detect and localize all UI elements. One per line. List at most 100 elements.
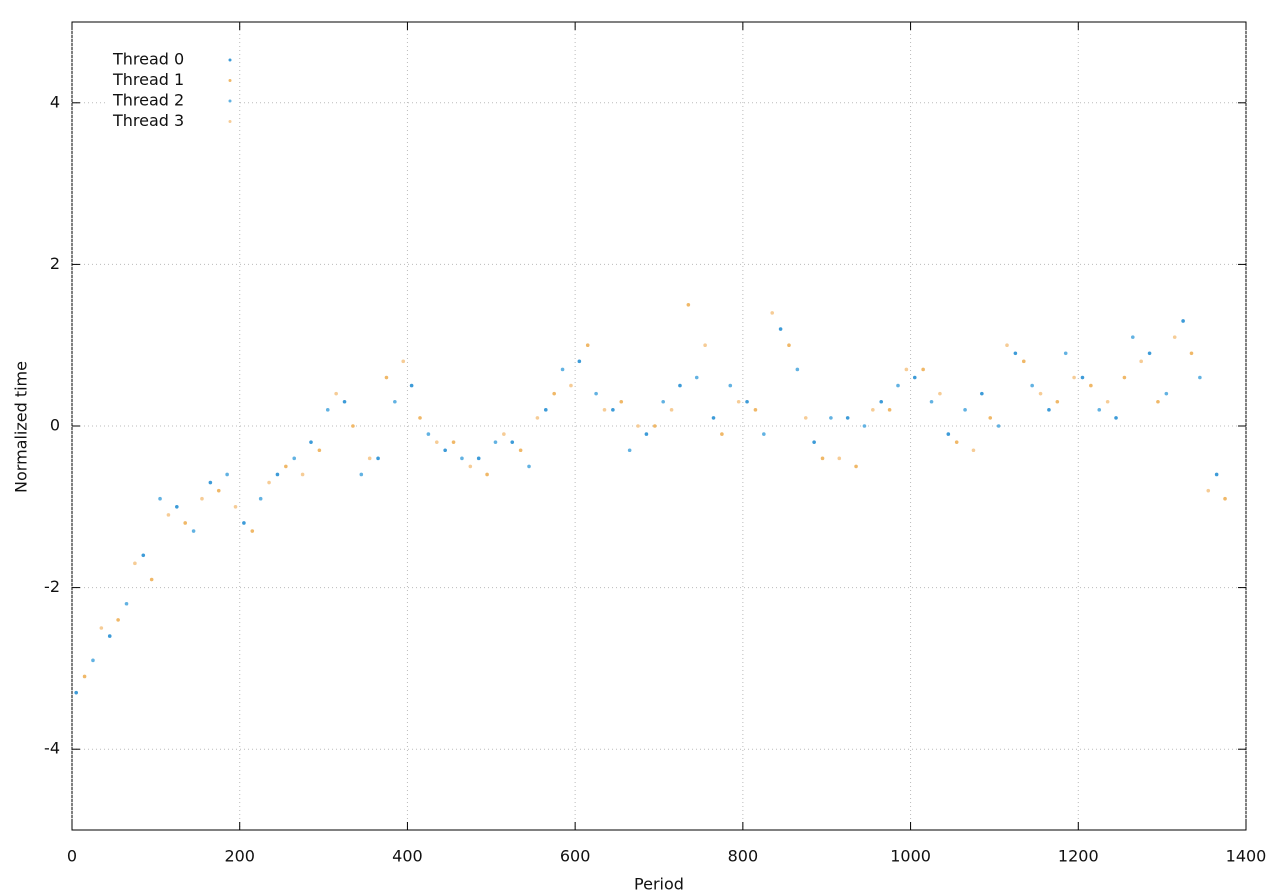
- point: [602, 408, 607, 412]
- y-axis-label: Normalized time: [12, 361, 31, 493]
- point: [887, 408, 892, 412]
- point: [426, 432, 431, 436]
- point: [1130, 335, 1135, 339]
- point: [954, 440, 959, 444]
- point: [829, 416, 833, 420]
- point: [409, 383, 414, 388]
- point: [720, 432, 724, 436]
- point: [938, 391, 942, 396]
- y-tick-label: -4: [44, 739, 60, 758]
- legend-marker: [228, 58, 232, 62]
- point: [1055, 399, 1060, 404]
- point: [921, 367, 925, 372]
- point: [99, 626, 104, 630]
- point: [711, 416, 716, 420]
- point: [694, 375, 699, 380]
- legend-marker: [228, 120, 232, 123]
- point: [854, 464, 858, 469]
- point: [393, 399, 397, 404]
- y-tick-label: -2: [44, 577, 60, 596]
- point: [1080, 375, 1085, 380]
- x-axis-label: Period: [634, 875, 684, 894]
- point: [653, 424, 657, 428]
- point: [216, 488, 221, 493]
- point: [317, 448, 322, 453]
- point: [1164, 391, 1169, 396]
- point: [929, 399, 934, 404]
- point: [292, 456, 297, 461]
- legend-label: Thread 0: [112, 50, 184, 69]
- point: [1206, 488, 1211, 493]
- point: [284, 464, 288, 469]
- legend-marker: [228, 79, 232, 82]
- legend-label: Thread 2: [112, 91, 184, 110]
- point: [1189, 351, 1194, 356]
- point: [451, 440, 456, 444]
- point: [1021, 359, 1026, 364]
- point: [728, 383, 733, 388]
- point: [1198, 375, 1202, 380]
- point: [971, 448, 976, 453]
- point: [460, 456, 464, 461]
- point: [1089, 383, 1093, 388]
- point: [845, 416, 850, 420]
- point: [342, 399, 347, 404]
- point: [527, 464, 531, 469]
- point: [896, 383, 900, 388]
- point: [820, 456, 825, 461]
- point: [1063, 351, 1068, 356]
- point: [636, 424, 640, 428]
- legend-background: [108, 111, 238, 132]
- point: [879, 399, 884, 404]
- x-tick-label: 400: [392, 847, 423, 866]
- point: [980, 391, 984, 396]
- point: [1156, 399, 1160, 404]
- point: [325, 408, 330, 412]
- point: [418, 416, 422, 420]
- x-tick-label: 600: [560, 847, 591, 866]
- point: [208, 480, 213, 485]
- point: [166, 513, 171, 517]
- point: [736, 399, 741, 404]
- point: [1005, 343, 1009, 348]
- point: [996, 424, 1001, 428]
- point: [678, 383, 682, 388]
- point: [200, 496, 204, 501]
- point: [661, 399, 665, 404]
- point: [133, 561, 137, 566]
- point: [812, 440, 816, 444]
- x-tick-label: 200: [224, 847, 255, 866]
- legend-background: [108, 91, 238, 111]
- point: [988, 416, 993, 420]
- point: [242, 521, 246, 525]
- point: [1122, 375, 1127, 380]
- y-tick-label: 4: [50, 92, 60, 111]
- y-tick-label: 2: [50, 254, 60, 273]
- point: [644, 432, 649, 436]
- point: [116, 618, 120, 622]
- point: [871, 408, 875, 412]
- point: [1013, 351, 1018, 356]
- point: [485, 472, 489, 477]
- point: [183, 521, 188, 525]
- point: [703, 343, 707, 348]
- x-tick-label: 1200: [1058, 847, 1099, 866]
- point: [493, 440, 498, 444]
- point: [476, 456, 481, 461]
- point: [124, 601, 129, 606]
- point: [1097, 408, 1102, 412]
- point: [669, 408, 674, 412]
- point: [543, 408, 548, 412]
- point: [552, 391, 556, 396]
- point: [770, 311, 775, 315]
- point: [535, 416, 540, 420]
- point: [1214, 472, 1219, 477]
- point: [300, 472, 305, 477]
- point: [434, 440, 439, 444]
- legend-marker: [228, 99, 232, 103]
- point: [309, 440, 313, 444]
- point: [1047, 408, 1051, 412]
- point: [149, 577, 154, 582]
